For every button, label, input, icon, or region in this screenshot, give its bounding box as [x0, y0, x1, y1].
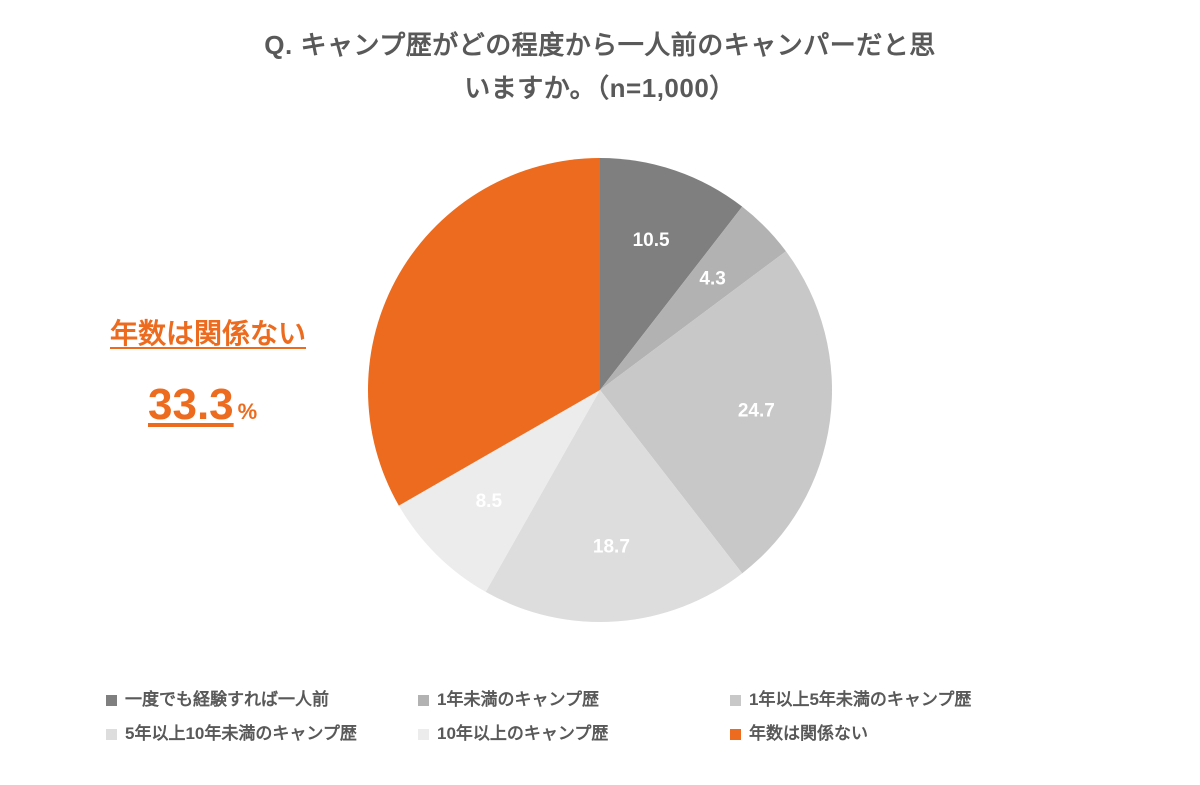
legend-swatch — [418, 729, 429, 740]
slice-value-label: 18.7 — [593, 536, 630, 557]
slice-value-label: 10.5 — [633, 230, 670, 251]
slice-value-label: 4.3 — [699, 269, 725, 290]
legend-row: 一度でも経験すれば一人前 1年未満のキャンプ歴 1年以上5年未満のキャンプ歴 — [106, 683, 1106, 717]
callout-suffix: % — [238, 399, 258, 425]
callout-number: 33.3 — [148, 380, 234, 429]
slice-value-label: 8.5 — [476, 491, 503, 512]
legend-item: 1年未満のキャンプ歴 — [418, 683, 718, 717]
chart-legend: 一度でも経験すれば一人前1年未満のキャンプ歴1年以上5年未満のキャンプ歴5年以上… — [106, 683, 1106, 751]
callout-value: 33.3% — [110, 380, 306, 430]
chart-title: Q. キャンプ歴がどの程度から一人前のキャンパーだと思 いますか。（n=1,00… — [0, 24, 1200, 110]
legend-swatch — [106, 695, 117, 706]
chart-container: Q. キャンプ歴がどの程度から一人前のキャンパーだと思 いますか。（n=1,00… — [0, 0, 1200, 785]
title-line-2: いますか。（n=1,000） — [464, 73, 736, 103]
legend-item: 年数は関係ない — [730, 717, 1070, 751]
legend-item: 1年以上5年未満のキャンプ歴 — [730, 683, 1070, 717]
highlight-callout: 年数は関係ない 33.3% — [110, 312, 306, 430]
legend-swatch — [730, 729, 741, 740]
legend-label: 1年未満のキャンプ歴 — [437, 683, 599, 717]
pie-chart-area: 10.5 4.3 24.7 18.7 8.5 年数は関係ない 33.3% — [0, 120, 1200, 660]
legend-swatch — [418, 695, 429, 706]
legend-label: 10年以上のキャンプ歴 — [437, 717, 608, 751]
legend-swatch — [106, 729, 117, 740]
legend-item: 10年以上のキャンプ歴 — [418, 717, 718, 751]
title-line-1: Q. キャンプ歴がどの程度から一人前のキャンパーだと思 — [264, 30, 935, 60]
legend-label: 年数は関係ない — [749, 717, 868, 751]
legend-label: 1年以上5年未満のキャンプ歴 — [749, 683, 971, 717]
callout-label: 年数は関係ない — [110, 312, 306, 352]
slice-value-label: 24.7 — [738, 400, 775, 421]
legend-row: 5年以上10年未満のキャンプ歴 10年以上のキャンプ歴 年数は関係ない — [106, 717, 1106, 751]
pie-chart: 10.5 4.3 24.7 18.7 8.5 — [340, 130, 860, 650]
legend-item: 5年以上10年未満のキャンプ歴 — [106, 717, 406, 751]
legend-swatch — [730, 695, 741, 706]
legend-label: 一度でも経験すれば一人前 — [125, 683, 329, 717]
legend-item: 一度でも経験すれば一人前 — [106, 683, 406, 717]
legend-label: 5年以上10年未満のキャンプ歴 — [125, 717, 357, 751]
